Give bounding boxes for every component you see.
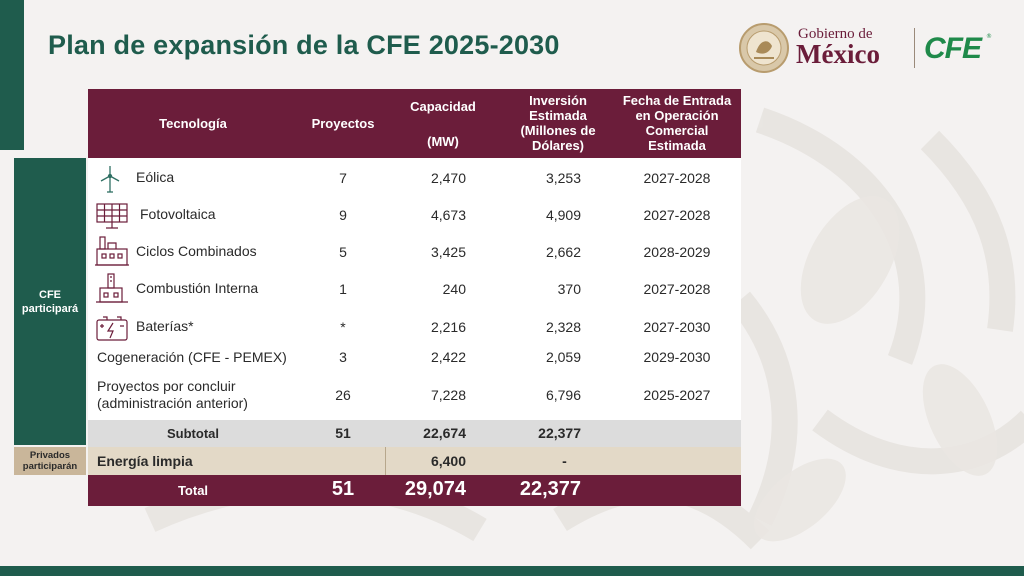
table-row: Proyectos por concluir (administración a… — [88, 378, 741, 414]
row-inversion: 2,328 — [545, 319, 581, 335]
energia-limpia-row: Energía limpia 6,400 - — [88, 447, 741, 475]
row-proyectos: 1 — [339, 281, 347, 297]
row-proyectos: 26 — [335, 387, 351, 403]
row-capacidad: 240 — [442, 281, 466, 297]
row-proyectos: 3 — [339, 349, 347, 365]
total-inversion: 22,377 — [519, 478, 581, 500]
row-capacidad: 3,425 — [430, 244, 466, 260]
row-fecha: 2028-2029 — [643, 244, 711, 260]
group-cfe-line: CFE — [39, 288, 61, 301]
row-capacidad: 7,228 — [430, 387, 466, 403]
header-fecha-line: Fecha de Entrada — [622, 93, 732, 108]
row-capacidad: 2,422 — [430, 349, 466, 365]
battery-icon — [96, 316, 128, 341]
row-name-line: Proyectos por concluir — [97, 378, 236, 394]
group-cfe-line: participará — [21, 302, 79, 315]
row-capacidad: 2,216 — [430, 319, 466, 335]
group-cfe-label: CFE participará — [14, 158, 86, 445]
power-plant-icon — [95, 236, 129, 266]
column-divider — [385, 447, 386, 475]
header-fecha: Fecha de Entrada en Operación Comercial … — [613, 93, 741, 153]
header-inversion-line: Dólares) — [531, 138, 585, 153]
logo-divider — [914, 28, 915, 68]
row-proyectos: 5 — [339, 244, 347, 260]
energia-limpia-inversion: - — [562, 453, 567, 469]
total-capacidad: 29,074 — [404, 478, 466, 500]
table-row: Ciclos Combinados 5 3,425 2,662 2028-202… — [88, 236, 741, 269]
row-inversion: 4,909 — [545, 207, 581, 223]
table-body — [88, 158, 741, 420]
row-name: Ciclos Combinados — [136, 243, 257, 259]
solar-panel-icon — [96, 203, 128, 229]
table-row: Baterías* * 2,216 2,328 2027-2030 — [88, 312, 741, 344]
page-title: Plan de expansión de la CFE 2025-2030 — [48, 30, 560, 60]
row-name: Proyectos por concluir (administración a… — [97, 378, 248, 412]
left-accent-bar — [0, 0, 24, 150]
table-row: Eólica 7 2,470 3,253 2027-2028 — [88, 164, 741, 194]
cfe-registered-mark: ® — [986, 33, 992, 40]
cfe-logo: CFE — [924, 32, 982, 65]
row-fecha: 2025-2027 — [643, 387, 711, 403]
subtotal-inversion: 22,377 — [538, 425, 581, 441]
header-capacidad-unit: (MW) — [427, 134, 459, 149]
row-proyectos: 7 — [339, 170, 347, 186]
header-fecha-line: Comercial — [645, 123, 709, 138]
header-inversion-line: (Millones de — [520, 123, 596, 138]
row-inversion: 3,253 — [545, 170, 581, 186]
logos: Gobierno de México CFE ® — [738, 22, 998, 78]
subtotal-proyectos: 51 — [335, 425, 351, 441]
group-privados-label: Privados participarán — [14, 447, 86, 475]
table-row: Combustión Interna 1 240 370 2027-2028 — [88, 273, 741, 306]
total-row: Total 51 29,074 22,377 — [88, 475, 741, 506]
gobierno-line-2: México — [796, 39, 880, 69]
group-privados-line: Privados — [29, 450, 71, 461]
row-capacidad: 4,673 — [430, 207, 466, 223]
row-fecha: 2029-2030 — [643, 349, 711, 365]
row-inversion: 2,662 — [545, 244, 581, 260]
header-inversion: Inversión Estimada (Millones de Dólares) — [503, 93, 613, 153]
subtotal-capacidad: 22,674 — [423, 425, 466, 441]
header-tecnologia: Tecnología — [159, 116, 227, 131]
header-inversion-line: Inversión — [529, 93, 587, 108]
row-name: Baterías* — [136, 318, 194, 334]
row-fecha: 2027-2028 — [643, 170, 711, 186]
row-name: Combustión Interna — [136, 280, 259, 296]
table-header: Tecnología Proyectos Capacidad (MW) Inve… — [88, 89, 741, 158]
factory-icon — [96, 273, 128, 303]
header-capacidad: Capacidad — [410, 99, 476, 114]
energia-limpia-label: Energía limpia — [97, 453, 193, 469]
row-inversion: 6,796 — [545, 387, 581, 403]
table-row: Fotovoltaica 9 4,673 4,909 2027-2028 — [88, 201, 741, 231]
row-fecha: 2027-2028 — [643, 281, 711, 297]
header-inversion-line: Estimada — [529, 108, 587, 123]
row-proyectos: 9 — [339, 207, 347, 223]
total-label: Total — [177, 483, 209, 498]
row-fecha: 2027-2028 — [643, 207, 711, 223]
row-proyectos: * — [340, 319, 346, 335]
row-inversion: 370 — [557, 281, 581, 297]
row-name-line: (administración anterior) — [97, 395, 248, 411]
row-name: Fotovoltaica — [140, 206, 216, 222]
row-capacidad: 2,470 — [430, 170, 466, 186]
energia-limpia-capacidad: 6,400 — [430, 453, 466, 469]
table-row: Cogeneración (CFE - PEMEX) 3 2,422 2,059… — [88, 346, 741, 370]
row-fecha: 2027-2030 — [643, 319, 711, 335]
subtotal-label: Subtotal — [167, 426, 219, 441]
row-name: Cogeneración (CFE - PEMEX) — [97, 349, 287, 365]
group-privados-line: participarán — [22, 461, 78, 472]
header-fecha-line: en Operación — [635, 108, 719, 123]
header-proyectos: Proyectos — [311, 116, 375, 131]
gobierno-line-1: Gobierno de — [798, 26, 873, 42]
mexico-seal-icon — [739, 23, 789, 73]
row-name: Eólica — [136, 169, 175, 185]
subtotal-row: Subtotal 51 22,674 22,377 — [88, 420, 741, 447]
total-proyectos: 51 — [331, 478, 355, 500]
bottom-accent-bar — [0, 566, 1024, 576]
wind-turbine-icon — [100, 166, 120, 193]
row-inversion: 2,059 — [545, 349, 581, 365]
header-fecha-line: Estimada — [648, 138, 706, 153]
